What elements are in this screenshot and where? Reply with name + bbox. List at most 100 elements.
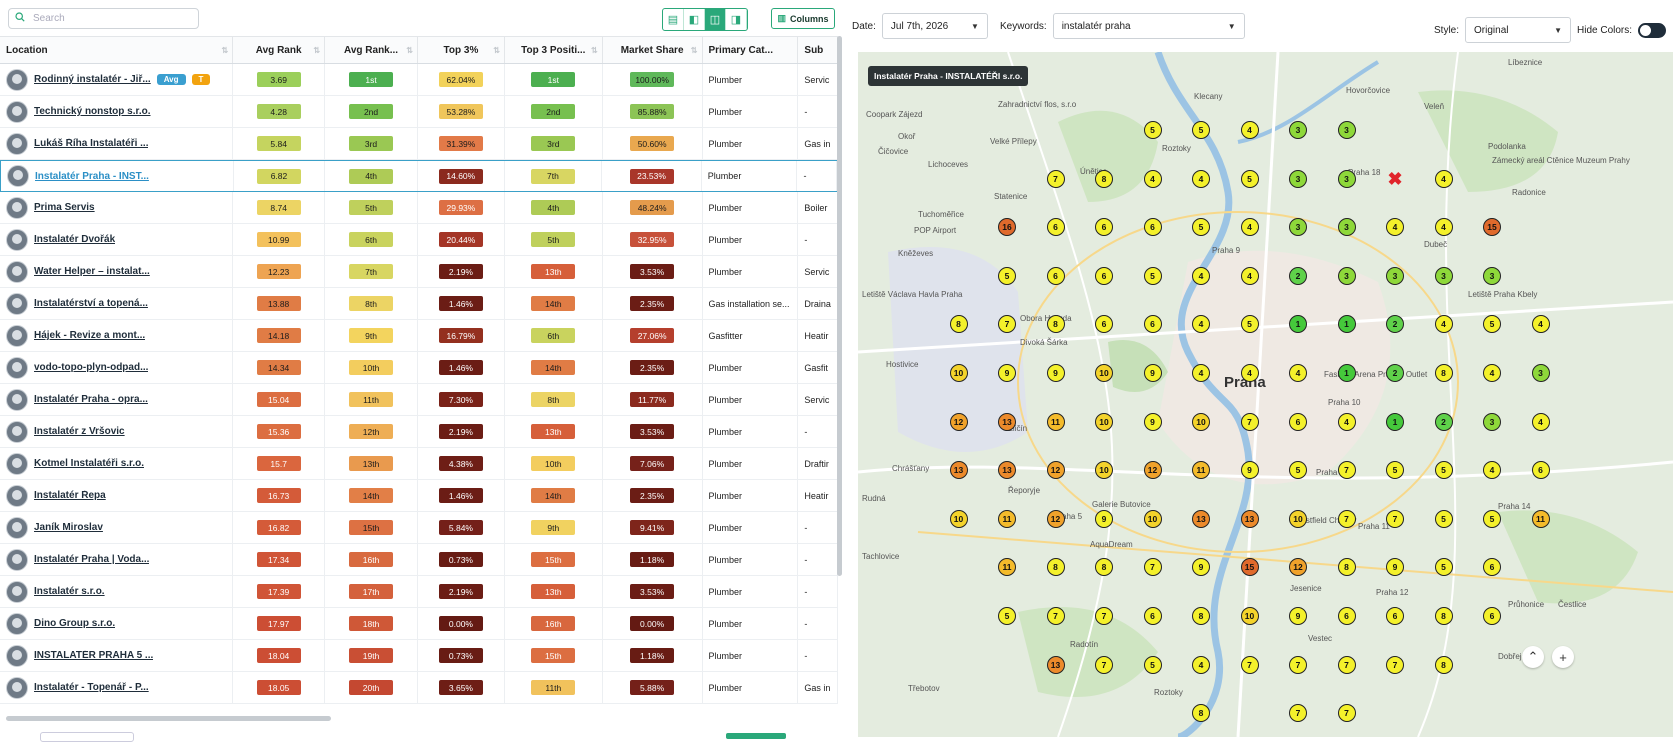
column-header-market-share[interactable]: Market Share ⇅ (603, 37, 703, 63)
location-link[interactable]: INSTALATÉR PRAHA 5 ... (34, 650, 154, 661)
location-link[interactable]: Instalatér Praha | Voda... (34, 554, 150, 565)
rank-marker[interactable]: 9 (1192, 558, 1210, 577)
rank-marker[interactable]: 5 (1143, 655, 1162, 674)
rank-marker[interactable]: 11 (1531, 509, 1550, 528)
location-link[interactable]: Lukáš Říha Instalatéři ... (34, 138, 149, 149)
rank-marker[interactable]: 4 (1240, 218, 1259, 237)
location-link[interactable]: Prima Servis (34, 202, 95, 213)
rank-marker[interactable]: 1 (1386, 412, 1404, 431)
table-row[interactable]: Lukáš Říha Instalatéři ... 5.84 3rd 31.39% 3… (0, 128, 838, 160)
rank-marker[interactable]: 16 (998, 218, 1016, 237)
rank-marker[interactable]: 12 (1143, 461, 1162, 480)
rank-marker[interactable]: 13 (998, 412, 1016, 431)
rank-marker[interactable]: 4 (1434, 169, 1453, 188)
rank-marker[interactable]: 8 (1434, 364, 1453, 382)
rank-marker[interactable]: 5 (998, 607, 1016, 625)
rank-marker[interactable]: 11 (998, 509, 1016, 528)
rank-marker[interactable]: 7 (1240, 655, 1259, 674)
rank-marker[interactable]: 4 (1192, 655, 1210, 674)
rank-marker[interactable]: 13 (1240, 509, 1259, 528)
table-row[interactable]: Prima Servis 8.74 5th 29.93% 4th 48.24% Plumbe… (0, 192, 838, 224)
rank-marker[interactable]: 6 (1046, 266, 1065, 285)
rank-marker[interactable]: 13 (998, 461, 1016, 480)
rank-marker[interactable]: 6 (1483, 558, 1501, 577)
rank-marker[interactable]: 10 (1192, 412, 1210, 431)
rank-marker[interactable]: 6 (1337, 607, 1356, 625)
pan-up-button[interactable]: ⌃ (1522, 646, 1544, 668)
location-link[interactable]: Rodinný instalatér - Jiř... (34, 74, 151, 85)
rank-marker[interactable]: 12 (1046, 461, 1065, 480)
rank-marker[interactable]: 5 (1240, 315, 1259, 334)
rank-marker[interactable]: 8 (1337, 558, 1356, 577)
hide-colors-toggle[interactable] (1638, 22, 1667, 38)
table-row[interactable]: Instalatér Praha | Voda... 17.34 16th 0.73%… (0, 544, 838, 576)
rank-marker[interactable]: 8 (1046, 315, 1065, 334)
rank-marker[interactable]: 4 (1483, 364, 1501, 382)
rank-marker[interactable]: 3 (1434, 266, 1453, 285)
location-link[interactable]: Kotmel Instalatéři s.r.o. (34, 458, 145, 469)
rank-marker[interactable]: 8 (1434, 655, 1453, 674)
rank-marker[interactable]: 3 (1386, 266, 1404, 285)
rank-marker[interactable]: 3 (1289, 169, 1307, 188)
rank-marker[interactable]: 5 (1434, 509, 1453, 528)
column-header-sub-category[interactable]: Sub (798, 37, 838, 63)
rank-marker[interactable]: 4 (1337, 412, 1356, 431)
rank-marker[interactable]: 3 (1337, 218, 1356, 237)
table-row[interactable]: Instalatér Praha - opra... 15.04 11th 7.30%… (0, 384, 838, 416)
table-row[interactable]: Dino Group s.r.o. 17.97 18th 0.00% 16th 0.00%… (0, 608, 838, 640)
location-link[interactable]: Instalatér z Vršovic (34, 426, 125, 437)
rank-marker[interactable]: 5 (1240, 169, 1259, 188)
rank-marker[interactable]: 1 (1289, 315, 1307, 334)
rank-marker[interactable]: 8 (949, 315, 968, 334)
rank-marker[interactable]: 15 (1483, 218, 1501, 237)
rank-marker[interactable]: 6 (1143, 315, 1162, 334)
rank-marker[interactable]: 9 (1143, 364, 1162, 382)
rank-marker[interactable]: 5 (1143, 121, 1162, 139)
column-header-location[interactable]: Location ⇅ (0, 37, 234, 63)
rank-marker[interactable]: 3 (1337, 266, 1356, 285)
search-box[interactable] (8, 8, 199, 29)
rank-marker[interactable]: 8 (1192, 704, 1210, 723)
rank-marker[interactable]: 15 (1240, 558, 1259, 577)
rank-marker[interactable]: 10 (1095, 461, 1113, 480)
rank-marker[interactable]: 4 (1192, 169, 1210, 188)
table-row[interactable]: Water Helper – instalat... 12.23 7th 2.19% 1… (0, 256, 838, 288)
rank-marker[interactable]: 4 (1531, 315, 1550, 334)
rank-marker[interactable]: 2 (1386, 315, 1404, 334)
table-row[interactable]: Rodinný instalatér - Jiř... Avg T 3.69 1st 62… (0, 64, 838, 96)
rank-marker[interactable]: 6 (1289, 412, 1307, 431)
location-link[interactable]: Hájek - Revize a mont... (34, 330, 146, 341)
rank-marker[interactable]: 7 (1289, 655, 1307, 674)
rank-marker[interactable]: 6 (1143, 607, 1162, 625)
rank-marker[interactable]: 4 (1240, 121, 1259, 139)
rank-marker[interactable]: 1 (1337, 315, 1356, 334)
location-link[interactable]: Dino Group s.r.o. (34, 618, 116, 629)
rank-marker[interactable]: 13 (949, 461, 968, 480)
rank-marker[interactable]: 12 (1046, 509, 1065, 528)
layout-list-icon[interactable]: ▤ (663, 9, 684, 30)
table-row[interactable]: Hájek - Revize a mont... 14.18 9th 16.79% 6t… (0, 320, 838, 352)
rank-marker[interactable]: 11 (998, 558, 1016, 577)
location-link[interactable]: Instalatér Řepa (34, 490, 106, 501)
location-link[interactable]: Instalatér Dvořák (34, 234, 116, 245)
rank-marker[interactable]: 9 (1143, 412, 1162, 431)
rank-marker[interactable]: 7 (1046, 607, 1065, 625)
rank-marker[interactable]: 2 (1434, 412, 1453, 431)
rank-marker[interactable]: 5 (1483, 315, 1501, 334)
rank-marker[interactable]: 5 (1143, 266, 1162, 285)
rank-marker[interactable]: 8 (1434, 607, 1453, 625)
rank-marker[interactable]: 10 (1240, 607, 1259, 625)
search-input[interactable] (31, 12, 195, 25)
rank-marker[interactable]: 7 (1095, 607, 1113, 625)
rank-marker[interactable]: 6 (1143, 218, 1162, 237)
rank-marker[interactable]: 13 (1192, 509, 1210, 528)
rank-marker[interactable]: 7 (1386, 509, 1404, 528)
rank-marker[interactable]: 8 (1095, 169, 1113, 188)
rank-marker[interactable]: 4 (1434, 218, 1453, 237)
rank-marker[interactable]: 5 (1434, 558, 1453, 577)
rank-marker[interactable]: 5 (998, 266, 1016, 285)
rank-marker[interactable]: 7 (1095, 655, 1113, 674)
rank-marker[interactable]: 11 (1192, 461, 1210, 480)
table-row[interactable]: Instalatér Dvořák 10.99 6th 20.44% 5th 32.95%… (0, 224, 838, 256)
style-select[interactable]: Original ▼ (1465, 17, 1572, 43)
